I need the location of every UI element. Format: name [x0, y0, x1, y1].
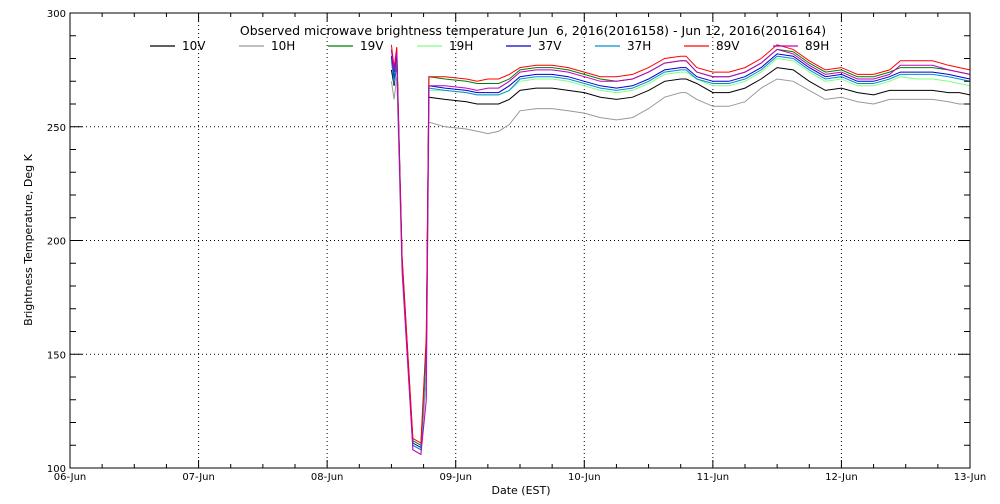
- legend-label-19h: 19H: [449, 39, 473, 53]
- tick-layer: 06-Jun 07-Jun 08-Jun 09-Jun 10-Jun 11-Jun 12-J…: [47, 9, 986, 483]
- x-axis-title: Date (EST): [491, 484, 550, 497]
- y-tick-label: 100: [47, 464, 66, 475]
- series-line-19h: [390, 57, 971, 451]
- x-tick-label: 06-Jun: [54, 472, 87, 483]
- y-tick-label: 150: [47, 350, 66, 361]
- x-tick-label: 13-Jun: [954, 472, 987, 483]
- chart-title: Observed microwave brightness temperatur…: [240, 23, 826, 38]
- x-tick-label: 08-Jun: [311, 472, 344, 483]
- legend-label-10h: 10H: [271, 39, 295, 53]
- legend-label-19v: 19V: [360, 39, 384, 53]
- legend-label-89v: 89V: [716, 39, 740, 53]
- series-line-37v: [390, 53, 971, 449]
- x-tick-label: 09-Jun: [439, 472, 472, 483]
- legend-label-37v: 37V: [538, 39, 562, 53]
- y-tick-label: 200: [47, 237, 66, 248]
- y-axis-title: Brightness Temperature, Deg K: [22, 153, 35, 325]
- legend-label-37h: 37H: [627, 39, 651, 53]
- legend-label-10v: 10V: [182, 39, 206, 53]
- series-line-10v: [390, 63, 971, 451]
- y-tick-label: 300: [47, 9, 66, 20]
- x-tick-label: 10-Jun: [568, 472, 601, 483]
- series-line-10h: [390, 76, 970, 456]
- legend-layer: 10V 10H 19V 19H 37V 37H 89V 89H: [150, 39, 829, 53]
- series-line-37h: [390, 55, 971, 451]
- x-tick-label: 12-Jun: [825, 472, 858, 483]
- series-line-89h: [390, 48, 971, 456]
- series-layer: [390, 44, 971, 456]
- series-line-89v: [390, 44, 971, 444]
- x-tick-label: 11-Jun: [697, 472, 730, 483]
- legend-label-89h: 89H: [805, 39, 829, 53]
- y-tick-label: 250: [47, 123, 66, 134]
- x-tick-label: 07-Jun: [182, 472, 215, 483]
- series-line-19v: [390, 48, 971, 447]
